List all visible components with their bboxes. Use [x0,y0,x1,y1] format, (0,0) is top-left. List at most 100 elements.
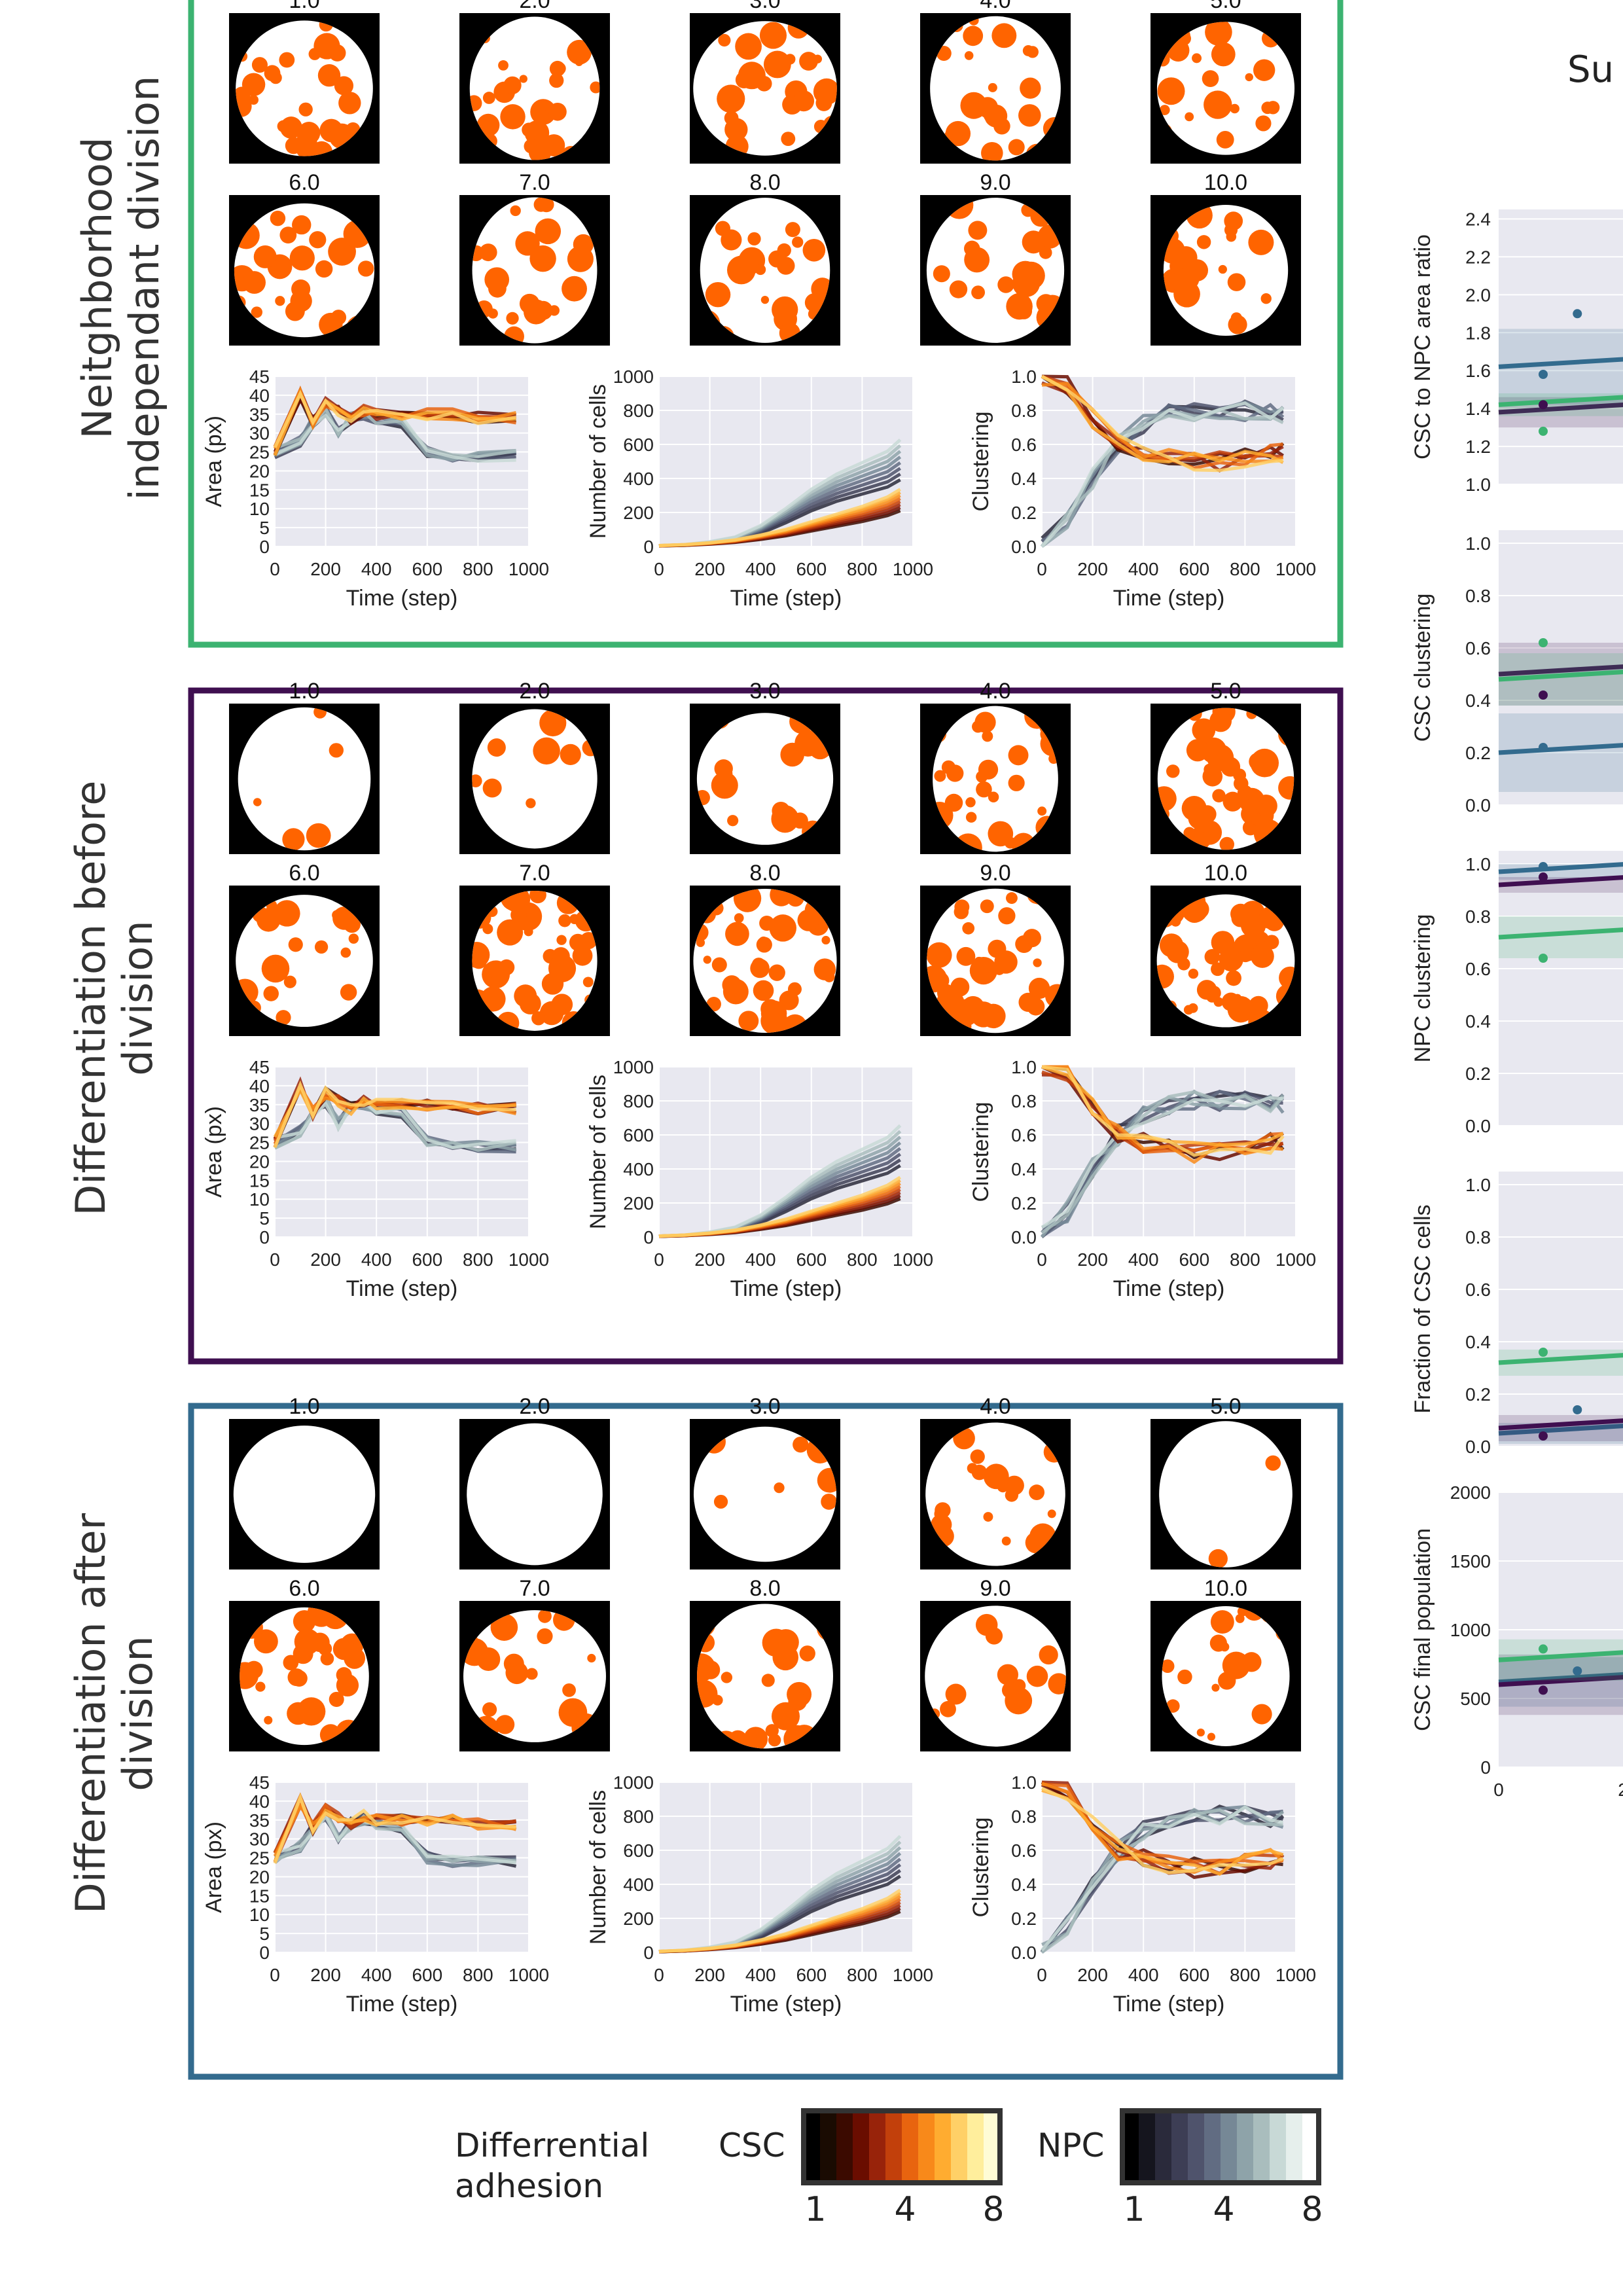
regression-line [1498,1418,1623,1431]
x-tick-label: 400 [1128,1249,1159,1270]
csc-cells [693,889,836,1033]
csc-cells [933,198,1065,335]
colorbar-tick: 8 [982,2190,1004,2229]
x-tick-label: 400 [745,559,776,579]
sim-tissue [693,1426,837,1562]
sim-label: 8.0 [749,1576,780,1601]
series-line [1041,374,1283,473]
regression-line [1498,1672,1623,1685]
x-tick-label: 400 [361,1249,392,1270]
series-line [1041,1782,1284,1865]
y-tick-label: 0.4 [1011,1874,1037,1895]
y-tick-label: 25 [249,1848,270,1869]
sim-label: 3.0 [749,0,780,13]
sim-thumbnail: 10.0 [1150,170,1301,346]
y-tick-label: 200 [623,1193,654,1213]
y-tick-label: 35 [249,1810,270,1831]
y-tick-label: 0.4 [1465,1011,1491,1031]
data-point [1539,862,1548,871]
sim-label: 10.0 [1204,1576,1247,1601]
x-tick-label: 600 [796,559,827,579]
y-tick-label: 0.0 [1011,537,1037,557]
y-tick-label: 35 [249,1095,270,1115]
data-point [1539,638,1548,647]
y-tick-label: 0 [643,1227,654,1247]
y-tick-label: 0.8 [1011,401,1037,421]
series-line [1041,1789,1284,1876]
y-tick-label: 40 [249,1791,270,1812]
series-line [273,389,517,448]
row-label: Differentiation beforedivision [67,781,162,1216]
y-axis-label: CSC clustering [1410,594,1435,742]
sim-label: 5.0 [1210,679,1241,704]
y-tick-label: 2.2 [1465,247,1491,267]
y-axis-label: Clustering [969,1817,993,1917]
regression-line [1498,1424,1623,1436]
sim-thumbnail: 9.0 [920,170,1071,346]
regression-line [1498,403,1623,415]
sim-thumbnail: 6.0 [229,170,380,346]
x-axis-label: Time (step) [730,1276,842,1301]
y-tick-label: 35 [249,404,270,425]
y-tick-label: 20 [249,461,270,481]
data-point [1573,1405,1582,1414]
x-tick-label: 2 [1618,1780,1623,1800]
row-label-line: Differentiation after [67,1513,115,1914]
regression-line [1498,743,1623,755]
y-tick-label: 0.4 [1011,469,1037,489]
x-tick-label: 0 [1493,1780,1504,1800]
sim-thumbnail: 1.0 [229,1394,380,1570]
sim-label: 10.0 [1204,170,1247,195]
series-line [1041,1096,1283,1229]
y-tick-label: 0.0 [1465,1437,1491,1457]
x-tick-label: 1000 [893,559,933,579]
x-tick-label: 0 [270,1249,280,1270]
data-point [1573,1666,1582,1676]
sim-label: 9.0 [980,170,1010,195]
series-line [658,1888,901,1953]
x-tick-label: 600 [1179,1965,1209,1985]
x-axis-label: Time (step) [730,586,842,611]
x-tick-label: 200 [694,1965,725,1985]
y-tick-label: 0.8 [1465,1227,1491,1247]
regression-line [1498,395,1623,407]
timeseries-plot-clustering: 0 200 400 600 800 1000 0.0 0.2 0.4 0.6 0.8 1.0 Time … [969,1057,1316,1301]
data-point [1539,370,1548,379]
sim-label: 2.0 [519,1394,550,1419]
y-tick-label: 0.2 [1011,1909,1037,1929]
sim-thumbnail: 6.0 [229,1576,380,1751]
x-tick-label: 1000 [893,1965,933,1985]
series-line [273,1080,516,1149]
x-tick-label: 200 [694,559,725,579]
y-tick-label: 0.4 [1011,1159,1037,1179]
y-tick-label: 200 [623,1909,654,1929]
y-tick-label: 500 [1460,1689,1491,1709]
x-axis-label: Time (step) [1113,1276,1225,1301]
sim-thumbnail: 10.0 [1150,861,1301,1036]
sim-thumbnail: 3.0 [690,1394,840,1570]
regression-line [1498,927,1623,940]
x-tick-label: 1000 [508,559,549,579]
regression-line [1498,357,1623,369]
y-axis-label: Area (px) [202,1106,226,1198]
y-tick-label: 0.6 [1011,435,1037,455]
x-tick-label: 400 [1128,559,1159,579]
x-tick-label: 400 [361,559,392,579]
x-tick-label: 600 [1179,1249,1209,1270]
y-tick-label: 0.0 [1465,795,1491,816]
sim-label: 8.0 [749,170,780,195]
x-axis-label: Time (step) [346,1276,458,1301]
x-tick-label: 0 [270,559,280,579]
y-axis-label: Area (px) [202,416,226,507]
y-tick-label: 200 [623,503,654,523]
regression-line [1498,1353,1623,1365]
sim-thumbnail: 6.0 [229,861,380,1036]
sim-label: 1.0 [289,0,319,13]
x-tick-label: 800 [1230,1249,1260,1270]
x-tick-label: 0 [270,1965,280,1985]
sim-label: 6.0 [289,170,319,195]
plot-area [1499,851,1623,1126]
y-tick-label: 0.2 [1465,1384,1491,1405]
x-axis-label: Time (step) [1113,586,1225,611]
